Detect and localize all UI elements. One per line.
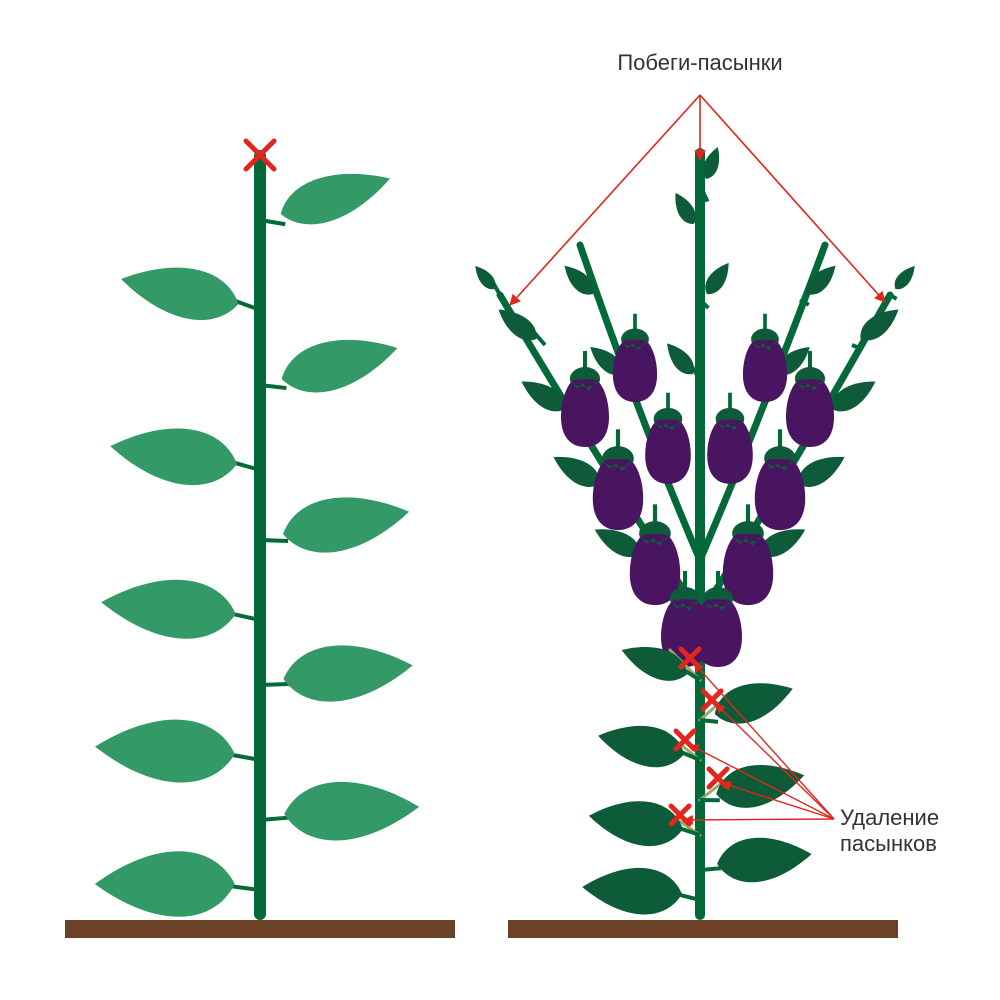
- label-top: Побеги-пасынки: [617, 50, 782, 75]
- diagram: Побеги-пасынки Удалениепасынков: [0, 0, 1000, 1000]
- leaf: [890, 262, 920, 299]
- leaf: [93, 715, 260, 785]
- ground: [65, 920, 455, 938]
- label-bottom-2: пасынков: [840, 831, 937, 856]
- leaf: [260, 325, 404, 403]
- leaf: [99, 573, 260, 643]
- right-stem: [695, 148, 705, 920]
- arrow: [684, 819, 834, 820]
- arrow: [510, 95, 700, 305]
- leaf: [700, 258, 735, 308]
- leaf: [492, 302, 545, 347]
- eggplant-icon: [613, 314, 657, 402]
- leaf: [260, 638, 416, 707]
- leaf: [260, 485, 414, 560]
- eggplant-icon: [645, 393, 691, 484]
- leaf: [260, 157, 397, 235]
- leaf: [470, 262, 500, 295]
- leaf: [581, 864, 700, 917]
- leaf: [106, 419, 260, 492]
- leaf: [260, 778, 421, 843]
- leaf: [700, 832, 814, 886]
- leaf: [661, 338, 700, 380]
- leaf: [116, 255, 260, 329]
- label-bottom-1: Удаление: [840, 805, 939, 830]
- eggplant-icon: [593, 429, 643, 530]
- eggplant-icon: [743, 314, 787, 402]
- eggplant-icon: [755, 429, 805, 530]
- eggplant-icon: [707, 393, 753, 484]
- ground: [508, 920, 898, 938]
- leaf: [95, 851, 260, 917]
- left-stem: [254, 150, 266, 920]
- leaf: [594, 716, 700, 773]
